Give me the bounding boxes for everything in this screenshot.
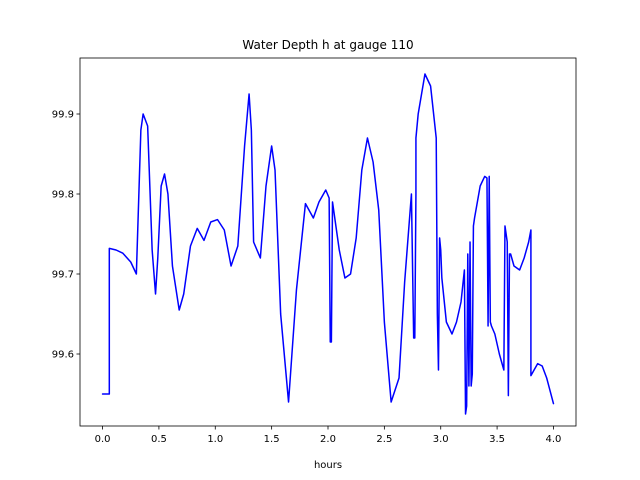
x-tick-label: 1.5	[264, 434, 280, 445]
plot-area: 0.0 0.5 1.0 1.5 2.0 2.5 3.0 3.5 4.0 99.6 99.7 99.8 9…	[52, 57, 577, 445]
x-tick-label: 1.0	[207, 434, 223, 445]
x-tick-label: 3.0	[433, 434, 449, 445]
series-line-0	[101, 73, 555, 415]
y-tick-label: 99.7	[52, 270, 74, 281]
chart-title: Water Depth h at gauge 110	[242, 38, 413, 52]
x-tick-label: 2.0	[320, 434, 336, 445]
x-tick-label: 3.5	[489, 434, 505, 445]
plot-frame	[79, 57, 577, 427]
x-tick-label: 0.0	[95, 434, 111, 445]
x-tick-label: 4.0	[546, 434, 562, 445]
y-tick-label: 99.8	[52, 190, 74, 201]
y-tick-label: 99.6	[52, 350, 74, 361]
x-tick-label: 2.5	[376, 434, 392, 445]
y-tick-label: 99.9	[52, 110, 74, 121]
x-tick-label: 0.5	[151, 434, 167, 445]
x-axis-label: hours	[314, 460, 342, 471]
